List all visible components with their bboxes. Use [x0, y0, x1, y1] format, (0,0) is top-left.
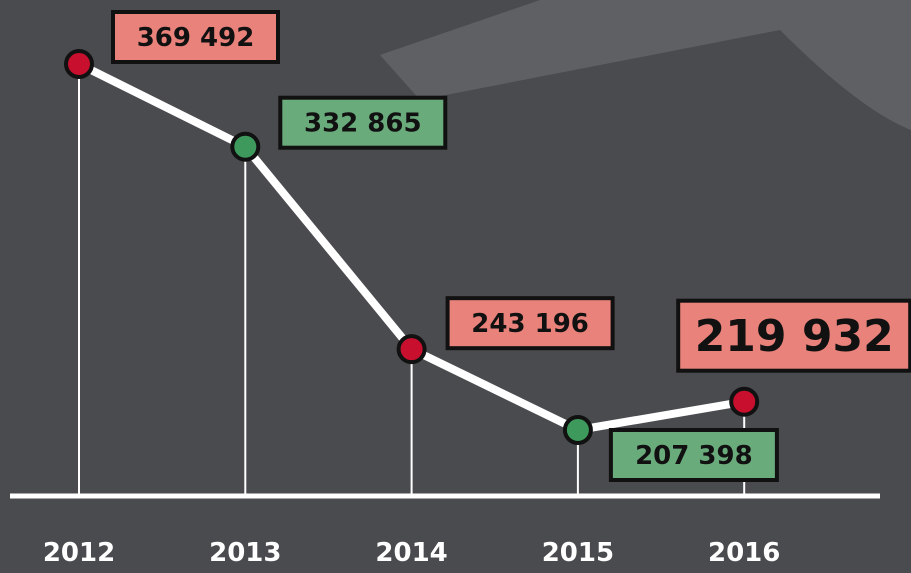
- x-tick-label: 2012: [43, 538, 115, 568]
- value-label: 219 932: [695, 311, 894, 362]
- value-label: 332 865: [304, 109, 422, 139]
- chart: 369 492 2012 332 865 2013 243 196 2014 207 398…: [0, 0, 911, 573]
- point: [565, 417, 591, 443]
- x-tick-label: 2015: [542, 538, 614, 568]
- decor-shape: [380, 0, 911, 130]
- point: [399, 336, 425, 362]
- point: [731, 389, 757, 415]
- point: [232, 134, 258, 160]
- x-tick-label: 2013: [209, 538, 281, 568]
- x-tick-label: 2016: [708, 538, 780, 568]
- value-label: 207 398: [635, 441, 753, 471]
- value-label: 369 492: [137, 23, 255, 53]
- x-tick-label: 2014: [375, 538, 447, 568]
- point: [66, 51, 92, 77]
- value-label: 243 196: [471, 309, 589, 339]
